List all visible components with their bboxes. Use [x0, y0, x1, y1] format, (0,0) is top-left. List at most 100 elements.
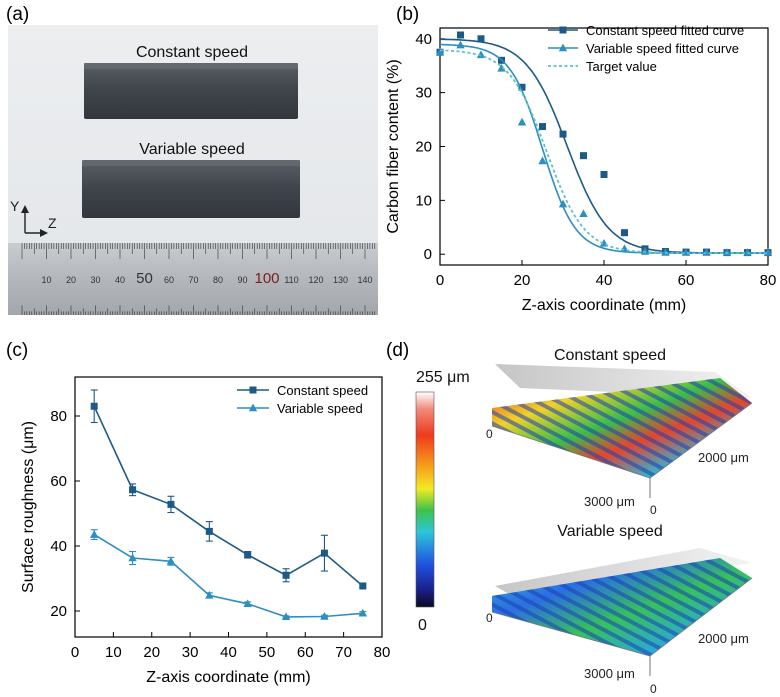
- data-point-constant: [359, 582, 367, 590]
- data-point-variable: [128, 553, 137, 562]
- variable-speed-sample: [82, 160, 300, 218]
- data-point-variable: [281, 612, 291, 621]
- ruler-label-70: 70: [188, 275, 198, 285]
- ruler-label-120: 120: [308, 275, 323, 285]
- svg-text:0: 0: [486, 611, 493, 625]
- roughness-ytick-label: 80: [50, 408, 67, 425]
- series-line-variable-speed-fitted-curve: [440, 43, 768, 254]
- data-point-constant: [600, 171, 608, 179]
- data-point-variable: [320, 612, 329, 620]
- ruler-label-110: 110: [284, 275, 298, 285]
- legend-entry: Target value: [586, 59, 657, 74]
- legend-marker: [249, 386, 257, 394]
- carbon-xlabel: Z-axis coordinate (mm): [522, 297, 686, 314]
- roughness-xtick-label: 60: [297, 644, 314, 661]
- legend-entry: Constant speed fitted curve: [586, 23, 744, 38]
- data-point-constant: [457, 31, 464, 39]
- ruler-label-140: 140: [357, 275, 372, 285]
- carbon-xtick-label: 20: [514, 272, 531, 289]
- carbon-xtick-label: 40: [596, 272, 613, 289]
- ruler-label-130: 130: [333, 275, 348, 285]
- constant-speed-surface-map: Constant speed 0 2000 μm 3000 μm 0: [486, 347, 753, 517]
- carbon-xtick-label: 80: [760, 272, 777, 289]
- carbon-ytick-label: 0: [424, 246, 432, 263]
- svg-text:0: 0: [486, 427, 493, 441]
- svg-text:3000 μm: 3000 μm: [584, 494, 635, 509]
- data-point-constant: [559, 130, 567, 138]
- variable-speed-surface-map: Variable speed 0 2000 μm 3000 μm 0: [486, 523, 753, 696]
- carbon-ytick-label: 10: [415, 192, 432, 209]
- data-point-variable: [243, 599, 252, 608]
- roughness-xtick-label: 50: [259, 644, 276, 661]
- data-point-constant: [539, 123, 546, 131]
- panel-label-d: (d): [386, 340, 410, 361]
- ruler-label-40: 40: [115, 275, 125, 285]
- ruler-label-50: 50: [136, 270, 153, 287]
- yz-axis-indicator: Y Z: [10, 198, 57, 237]
- carbon-ylabel: Carbon fiber content (%): [385, 59, 402, 233]
- data-point-variable: [166, 556, 176, 565]
- legend-marker: [559, 26, 567, 34]
- data-point-variable: [358, 608, 368, 617]
- surface-maps: 255 μm 0 Constant speed 0 2000 μm 3000 μ…: [415, 347, 753, 696]
- data-point-variable: [558, 199, 568, 208]
- data-point-constant: [244, 551, 252, 559]
- ruler-label-80: 80: [213, 275, 223, 285]
- carbon-xtick-label: 60: [678, 272, 695, 289]
- svg-text:0: 0: [650, 682, 657, 696]
- carbon-ytick-label: 20: [415, 139, 432, 156]
- data-point-constant: [205, 527, 213, 535]
- data-point-variable: [722, 248, 732, 256]
- constant-speed-sample: [84, 63, 298, 119]
- svg-text:0: 0: [650, 503, 657, 517]
- data-point-constant: [282, 571, 290, 579]
- ruler: 10 20 30 40 50 60 70 80 90 100 110 120 130 140: [8, 243, 378, 315]
- roughness-xtick-label: 70: [335, 644, 352, 661]
- data-point-variable: [538, 156, 547, 165]
- ruler-label-60: 60: [164, 275, 174, 285]
- data-point-constant: [580, 152, 587, 160]
- roughness-ytick-label: 60: [50, 473, 67, 490]
- surface-roughness-chart: 0 10 20 30 40 50 60 70 80 20 40 60 80 Z-axis coordina…: [20, 376, 390, 686]
- roughness-ytick-label: 40: [50, 538, 67, 555]
- carbon-ytick-label: 40: [415, 31, 432, 48]
- ruler-label-20: 20: [66, 275, 76, 285]
- legend-marker: [558, 43, 568, 52]
- roughness-xtick-label: 40: [220, 644, 237, 661]
- scale-min-label: 0: [418, 617, 427, 634]
- ruler-label-100: 100: [254, 270, 279, 287]
- variable-speed-label: Variable speed: [139, 141, 245, 158]
- height-color-scale: 255 μm 0: [415, 369, 470, 634]
- ruler-label-10: 10: [41, 275, 51, 285]
- svg-text:3000 μm: 3000 μm: [584, 666, 635, 681]
- series-line-target-value: [440, 49, 768, 254]
- svg-text:Z: Z: [48, 215, 57, 231]
- svg-text:2000 μm: 2000 μm: [698, 631, 749, 646]
- panel-label-c: (c): [6, 340, 29, 361]
- roughness-xtick-label: 20: [143, 644, 160, 661]
- roughness-ytick-label: 20: [50, 603, 67, 620]
- data-point-constant: [518, 83, 526, 91]
- data-point-constant: [477, 35, 485, 43]
- roughness-xlabel: Z-axis coordinate (mm): [146, 669, 310, 686]
- data-point-variable: [476, 50, 486, 59]
- series-line-constant-speed: [93, 405, 364, 587]
- data-point-constant: [621, 229, 628, 237]
- carbon-xtick-label: 0: [436, 272, 444, 289]
- data-point-variable: [517, 117, 527, 126]
- variable-speed-map-title: Variable speed: [557, 523, 663, 540]
- data-point-variable: [89, 530, 99, 538]
- legend-marker: [248, 403, 258, 412]
- constant-speed-map-title: Constant speed: [554, 347, 666, 364]
- data-point-variable: [497, 63, 506, 72]
- ruler-label-30: 30: [90, 275, 100, 285]
- legend-entry: Variable speed fitted curve: [586, 41, 739, 56]
- roughness-xtick-label: 0: [71, 644, 79, 661]
- scale-max-label: 255 μm: [416, 369, 470, 386]
- panel-label-b: (b): [396, 4, 420, 25]
- data-point-variable: [640, 247, 650, 255]
- constant-speed-label: Constant speed: [136, 44, 248, 61]
- data-point-variable: [435, 47, 445, 56]
- legend-entry: Constant speed: [277, 383, 368, 398]
- svg-text:Y: Y: [10, 198, 20, 214]
